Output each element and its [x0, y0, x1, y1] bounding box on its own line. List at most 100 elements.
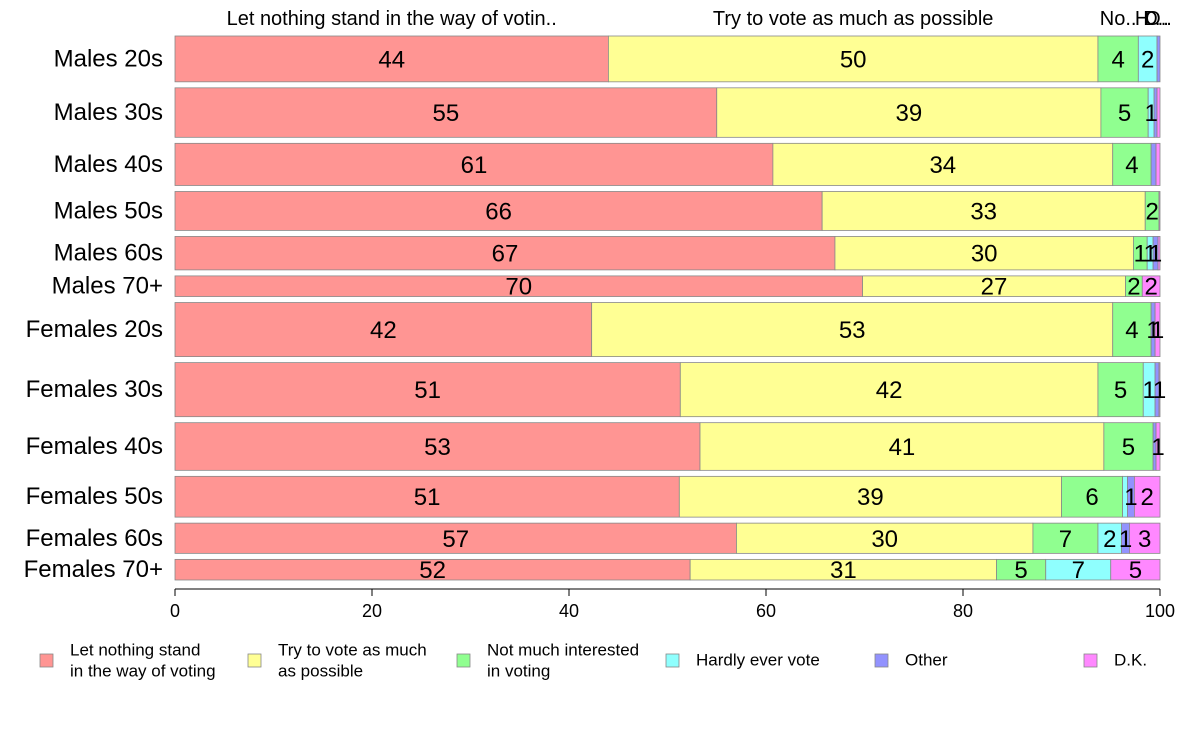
data-label-females-70-let-nothing-stand-in-the-way-of-voting: 52: [419, 557, 446, 584]
legend-label-not-much-interested-in-voting: Not much interested in voting: [487, 641, 639, 681]
bar-segment-females-60s-let-nothing-stand-in-the-way-of-voting: [174, 522, 737, 554]
bar-segment-males-30s-d-k: [1156, 87, 1161, 138]
legend-label-let-nothing-stand-in-the-way-of-voting: Let nothing stand in the way of voting: [70, 641, 216, 681]
category-label-females-40s: Females 40s: [26, 433, 163, 460]
top-label-not-much-interested-in-voting: No..: [1100, 8, 1137, 30]
bar-segment-females-50s-not-much-interested-in-voting: [1061, 475, 1123, 518]
top-series-labels: Let nothing stand in the way of votin.. T…: [227, 8, 1172, 30]
bar-segment-females-60s-not-much-interested-in-voting: [1032, 522, 1099, 554]
legend-label-try-to-vote-as-much-as-possible: Try to vote as much as possible: [278, 641, 427, 681]
bar-segment-males-20s-let-nothing-stand-in-the-way-of-voting: [174, 35, 609, 83]
data-label-males-20s-not-much-interested-in-voting: 4: [1111, 46, 1124, 73]
data-label-males-50s-let-nothing-stand-in-the-way-of-voting: 66: [485, 198, 512, 225]
data-label-females-60s-not-much-interested-in-voting: 7: [1059, 526, 1072, 553]
bar-segment-males-50s-try-to-vote-as-much-as-possible: [821, 191, 1146, 231]
data-label-males-50s-not-much-interested-in-voting: 2: [1145, 198, 1158, 225]
data-label-males-20s-try-to-vote-as-much-as-possible: 50: [840, 46, 867, 73]
category-label-males-50s: Males 50s: [54, 197, 163, 224]
x-tick-label-20: 20: [362, 601, 382, 621]
category-label-males-20s: Males 20s: [54, 45, 163, 72]
data-label-males-30s-let-nothing-stand-in-the-way-of-voting: 55: [433, 100, 460, 127]
x-tick-label-80: 80: [953, 601, 973, 621]
bar-segment-males-70-d-k: [1141, 275, 1161, 297]
data-label-females-60s-d-k: 3: [1138, 526, 1151, 553]
bar-segment-males-20s-other: [1156, 35, 1161, 83]
x-tick-label-40: 40: [559, 601, 579, 621]
data-label-males-20s-hardly-ever-vote: 2: [1141, 46, 1154, 73]
data-label-females-20s-d-k: 1: [1151, 317, 1164, 344]
category-label-males-60s: Males 60s: [54, 240, 163, 267]
data-label-females-30s-d-k: 1: [1153, 377, 1166, 404]
legend-swatch-not-much-interested-in-voting: [456, 653, 471, 668]
bar-segment-males-50s-let-nothing-stand-in-the-way-of-voting: [174, 191, 823, 231]
bar-segment-females-30s-try-to-vote-as-much-as-possible: [679, 362, 1099, 418]
bar-segment-males-60s-try-to-vote-as-much-as-possible: [834, 236, 1134, 271]
bar-segment-females-70-d-k: [1110, 558, 1161, 581]
bar-segment-males-50s-d-k: [1158, 191, 1161, 231]
bar-segment-females-40s-try-to-vote-as-much-as-possible: [699, 422, 1105, 471]
data-label-females-20s-let-nothing-stand-in-the-way-of-voting: 42: [370, 317, 397, 344]
bar-segment-females-60s-try-to-vote-as-much-as-possible: [736, 522, 1034, 554]
legend-swatch-d-k: [1083, 653, 1098, 668]
data-label-males-70-not-much-interested-in-voting: 2: [1127, 274, 1140, 301]
data-label-males-60s-other: 1: [1149, 241, 1162, 268]
bar-segment-females-60s-d-k: [1129, 522, 1161, 554]
category-label-females-70: Females 70+: [24, 556, 163, 583]
data-label-females-40s-d-k: 1: [1151, 434, 1164, 461]
bar-segment-males-40s-try-to-vote-as-much-as-possible: [772, 142, 1114, 186]
category-labels: Males 20s Males 30s Males 40s Males 50s Male…: [24, 45, 163, 583]
x-tick-label-100: 100: [1145, 601, 1175, 621]
data-label-females-20s-try-to-vote-as-much-as-possible: 53: [839, 317, 866, 344]
data-label-females-60s-hardly-ever-vote: 2: [1103, 526, 1116, 553]
data-label-females-50s-d-k: 2: [1141, 484, 1154, 511]
category-label-females-50s: Females 50s: [26, 483, 163, 510]
data-label-males-40s-try-to-vote-as-much-as-possible: 34: [929, 152, 956, 179]
data-label-males-70-d-k: 2: [1144, 274, 1157, 301]
data-label-males-30s-try-to-vote-as-much-as-possible: 39: [895, 100, 922, 127]
data-label-females-40s-let-nothing-stand-in-the-way-of-voting: 53: [424, 434, 451, 461]
data-label-males-40s-let-nothing-stand-in-the-way-of-voting: 61: [461, 152, 488, 179]
data-label-females-70-try-to-vote-as-much-as-possible: 31: [830, 557, 857, 584]
data-label-males-60s-not-much-interested-in-voting: 1: [1134, 241, 1147, 268]
bar-segment-females-30s-d-k: [1158, 362, 1161, 418]
data-label-males-60s-hardly-ever-vote: 1: [1143, 241, 1156, 268]
data-label-males-30s-not-much-interested-in-voting: 5: [1118, 100, 1131, 127]
x-tick-label-0: 0: [170, 601, 180, 621]
data-label-males-20s-let-nothing-stand-in-the-way-of-voting: 44: [378, 46, 405, 73]
legend-label-other: Other: [905, 651, 948, 670]
bar-segment-males-40s-d-k: [1155, 142, 1161, 186]
data-label-females-50s-not-much-interested-in-voting: 6: [1085, 484, 1098, 511]
bar-segment-females-40s-let-nothing-stand-in-the-way-of-voting: [174, 422, 701, 471]
data-label-males-50s-try-to-vote-as-much-as-possible: 33: [970, 198, 997, 225]
bar-segment-males-30s-try-to-vote-as-much-as-possible: [716, 87, 1102, 138]
data-label-females-70-hardly-ever-vote: 7: [1072, 557, 1085, 584]
data-label-females-40s-try-to-vote-as-much-as-possible: 41: [889, 434, 916, 461]
bar-segment-males-60s-d-k: [1157, 236, 1161, 271]
data-label-females-20s-not-much-interested-in-voting: 4: [1125, 317, 1138, 344]
category-label-females-20s: Females 20s: [26, 316, 163, 343]
legend-swatch-hardly-ever-vote: [665, 653, 680, 668]
data-label-males-40s-not-much-interested-in-voting: 4: [1125, 152, 1138, 179]
top-label-let-nothing-stand-in-the-way-of-voting: Let nothing stand in the way of votin..: [227, 8, 557, 30]
data-label-females-40s-not-much-interested-in-voting: 5: [1122, 434, 1135, 461]
data-label-males-70-try-to-vote-as-much-as-possible: 27: [981, 274, 1008, 301]
top-label-try-to-vote-as-much-as-possible: Try to vote as much as possible: [713, 8, 994, 30]
top-label-d-k: D..: [1143, 8, 1169, 30]
legend-label-hardly-ever-vote: Hardly ever vote: [696, 651, 820, 670]
bar-segment-females-50s-d-k: [1133, 475, 1161, 518]
top-label-other: O..: [1145, 8, 1172, 30]
bar-segment-females-20s-let-nothing-stand-in-the-way-of-voting: [174, 302, 593, 358]
bar-segment-females-20s-try-to-vote-as-much-as-possible: [591, 302, 1114, 358]
x-axis: 0 20 40 60 80 100: [170, 588, 1175, 621]
bar-segment-females-20s-d-k: [1154, 302, 1161, 358]
data-label-females-70-d-k: 5: [1129, 557, 1142, 584]
bar-segment-females-30s-let-nothing-stand-in-the-way-of-voting: [174, 362, 681, 418]
legend: Let nothing stand in the way of voting Try…: [39, 641, 1147, 681]
bar-segment-females-40s-d-k: [1155, 422, 1161, 471]
bar-segment-females-40s-not-much-interested-in-voting: [1103, 422, 1154, 471]
bar-segment-females-30s-not-much-interested-in-voting: [1097, 362, 1144, 418]
category-label-males-30s: Males 30s: [54, 99, 163, 126]
data-label-females-20s-other: 1: [1146, 317, 1159, 344]
